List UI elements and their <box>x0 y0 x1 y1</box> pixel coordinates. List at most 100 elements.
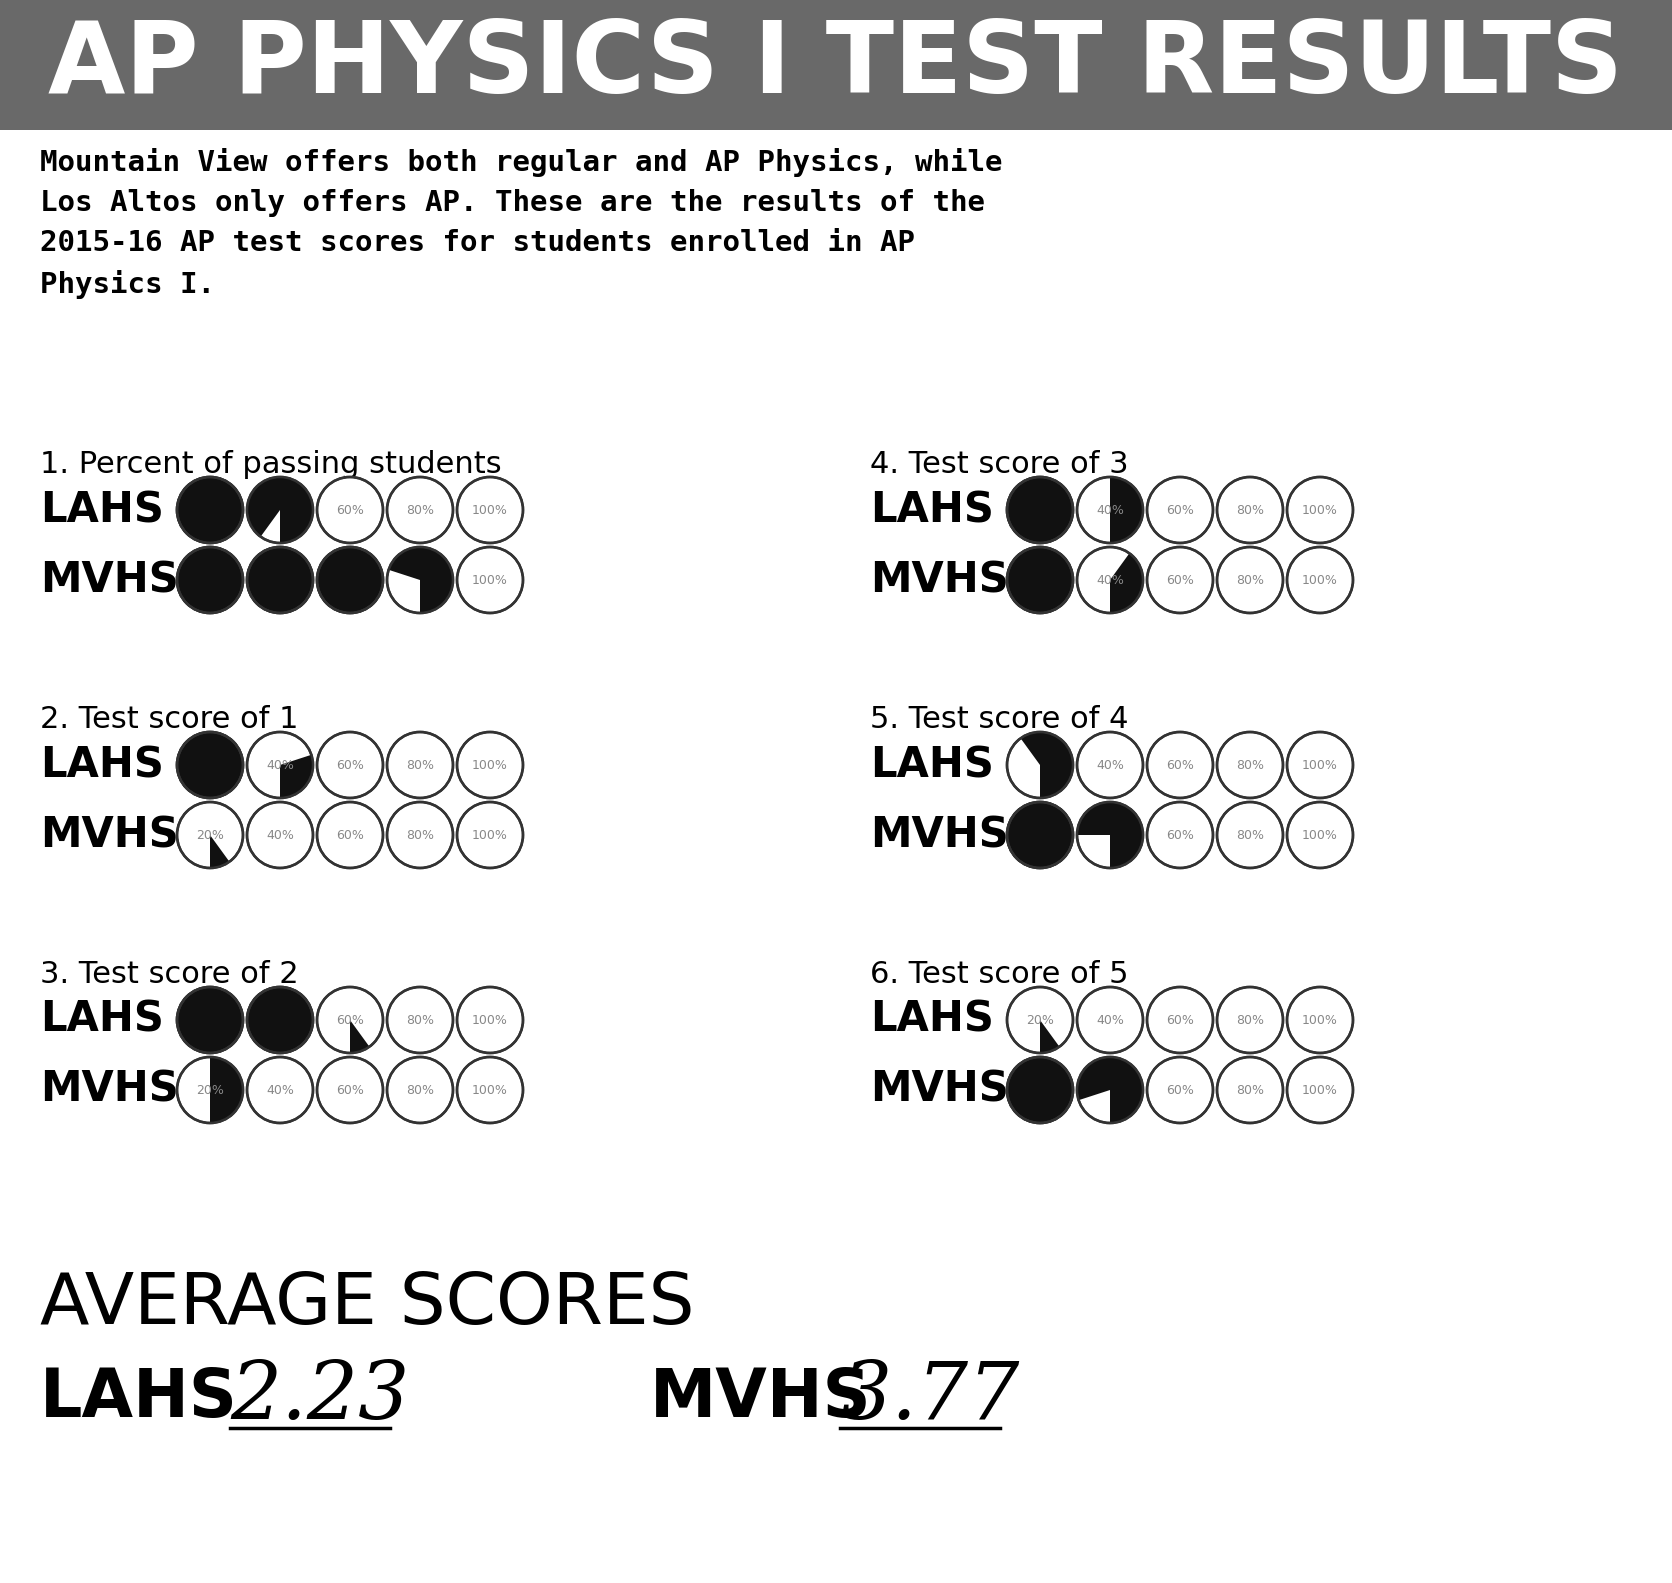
Circle shape <box>1077 476 1144 543</box>
Circle shape <box>386 986 453 1053</box>
Circle shape <box>177 1057 242 1122</box>
Circle shape <box>1147 803 1212 867</box>
Circle shape <box>456 986 523 1053</box>
Wedge shape <box>211 834 229 867</box>
Text: 2.23: 2.23 <box>231 1358 410 1436</box>
Circle shape <box>247 476 313 543</box>
Circle shape <box>247 1057 313 1122</box>
Text: 60%: 60% <box>336 758 364 771</box>
Text: 100%: 100% <box>472 1083 508 1097</box>
Circle shape <box>386 476 453 543</box>
Text: 20%: 20% <box>196 828 224 842</box>
Circle shape <box>1007 548 1073 613</box>
Text: 40%: 40% <box>1097 758 1124 771</box>
Text: 80%: 80% <box>1236 758 1264 771</box>
Text: MVHS: MVHS <box>869 1069 1008 1111</box>
Circle shape <box>1147 476 1212 543</box>
Circle shape <box>1217 548 1282 613</box>
Text: 80%: 80% <box>1236 503 1264 516</box>
Circle shape <box>1077 548 1144 613</box>
Circle shape <box>1077 1057 1144 1122</box>
Circle shape <box>1287 986 1353 1053</box>
Circle shape <box>1287 1057 1353 1122</box>
Circle shape <box>1287 548 1353 613</box>
Circle shape <box>1147 986 1212 1053</box>
Text: 2. Test score of 1: 2. Test score of 1 <box>40 704 299 735</box>
Circle shape <box>1077 986 1144 1053</box>
Circle shape <box>1007 803 1073 867</box>
Circle shape <box>318 548 383 613</box>
Circle shape <box>1147 731 1212 798</box>
Wedge shape <box>1020 731 1073 798</box>
Circle shape <box>177 476 242 543</box>
Text: 100%: 100% <box>1302 503 1338 516</box>
Wedge shape <box>1040 1019 1060 1053</box>
Text: LAHS: LAHS <box>40 1365 237 1431</box>
Text: MVHS: MVHS <box>650 1365 871 1431</box>
Text: MVHS: MVHS <box>40 1069 179 1111</box>
Circle shape <box>1007 731 1073 798</box>
Text: 60%: 60% <box>1165 758 1194 771</box>
Circle shape <box>456 803 523 867</box>
Circle shape <box>456 1057 523 1122</box>
Text: 20%: 20% <box>196 1083 224 1097</box>
Wedge shape <box>279 755 313 798</box>
Circle shape <box>177 476 242 543</box>
Circle shape <box>177 986 242 1053</box>
Text: 80%: 80% <box>406 1013 435 1026</box>
Text: 80%: 80% <box>406 1083 435 1097</box>
Text: 40%: 40% <box>266 1083 294 1097</box>
Circle shape <box>247 548 313 613</box>
Text: 100%: 100% <box>472 828 508 842</box>
Circle shape <box>247 986 313 1053</box>
Circle shape <box>1007 1057 1073 1122</box>
Text: AP PHYSICS I TEST RESULTS: AP PHYSICS I TEST RESULTS <box>48 16 1624 114</box>
Text: 40%: 40% <box>266 758 294 771</box>
Text: 60%: 60% <box>336 503 364 516</box>
Circle shape <box>1147 1057 1212 1122</box>
Text: 6. Test score of 5: 6. Test score of 5 <box>869 959 1129 989</box>
Wedge shape <box>349 1019 370 1053</box>
Text: 100%: 100% <box>1302 828 1338 842</box>
Text: 100%: 100% <box>472 1013 508 1026</box>
Text: 100%: 100% <box>472 503 508 516</box>
Text: 80%: 80% <box>406 503 435 516</box>
Circle shape <box>177 731 242 798</box>
Text: 100%: 100% <box>1302 1083 1338 1097</box>
Text: 20%: 20% <box>1027 1013 1053 1026</box>
Circle shape <box>177 548 242 613</box>
Text: MVHS: MVHS <box>40 814 179 856</box>
Text: 40%: 40% <box>1097 573 1124 586</box>
Circle shape <box>318 1057 383 1122</box>
Circle shape <box>318 548 383 613</box>
Circle shape <box>318 986 383 1053</box>
Circle shape <box>318 476 383 543</box>
Text: 80%: 80% <box>1236 1083 1264 1097</box>
Text: 100%: 100% <box>1302 758 1338 771</box>
Circle shape <box>1077 731 1144 798</box>
Text: 100%: 100% <box>472 758 508 771</box>
Text: 40%: 40% <box>1097 503 1124 516</box>
Circle shape <box>177 548 242 613</box>
Wedge shape <box>211 1057 242 1122</box>
Text: LAHS: LAHS <box>40 489 164 530</box>
Text: 80%: 80% <box>406 828 435 842</box>
Circle shape <box>1147 548 1212 613</box>
Circle shape <box>177 986 242 1053</box>
Wedge shape <box>1110 476 1144 543</box>
Circle shape <box>247 731 313 798</box>
Text: Mountain View offers both regular and AP Physics, while
Los Altos only offers AP: Mountain View offers both regular and AP… <box>40 147 1003 299</box>
Text: 100%: 100% <box>1302 1013 1338 1026</box>
Text: LAHS: LAHS <box>869 744 993 787</box>
Circle shape <box>1007 986 1073 1053</box>
Wedge shape <box>388 548 453 613</box>
Circle shape <box>386 731 453 798</box>
Text: 60%: 60% <box>336 828 364 842</box>
Wedge shape <box>1077 803 1144 867</box>
Circle shape <box>247 803 313 867</box>
Text: 60%: 60% <box>1165 828 1194 842</box>
Circle shape <box>1287 803 1353 867</box>
FancyBboxPatch shape <box>0 0 1672 130</box>
Circle shape <box>456 731 523 798</box>
Circle shape <box>386 1057 453 1122</box>
